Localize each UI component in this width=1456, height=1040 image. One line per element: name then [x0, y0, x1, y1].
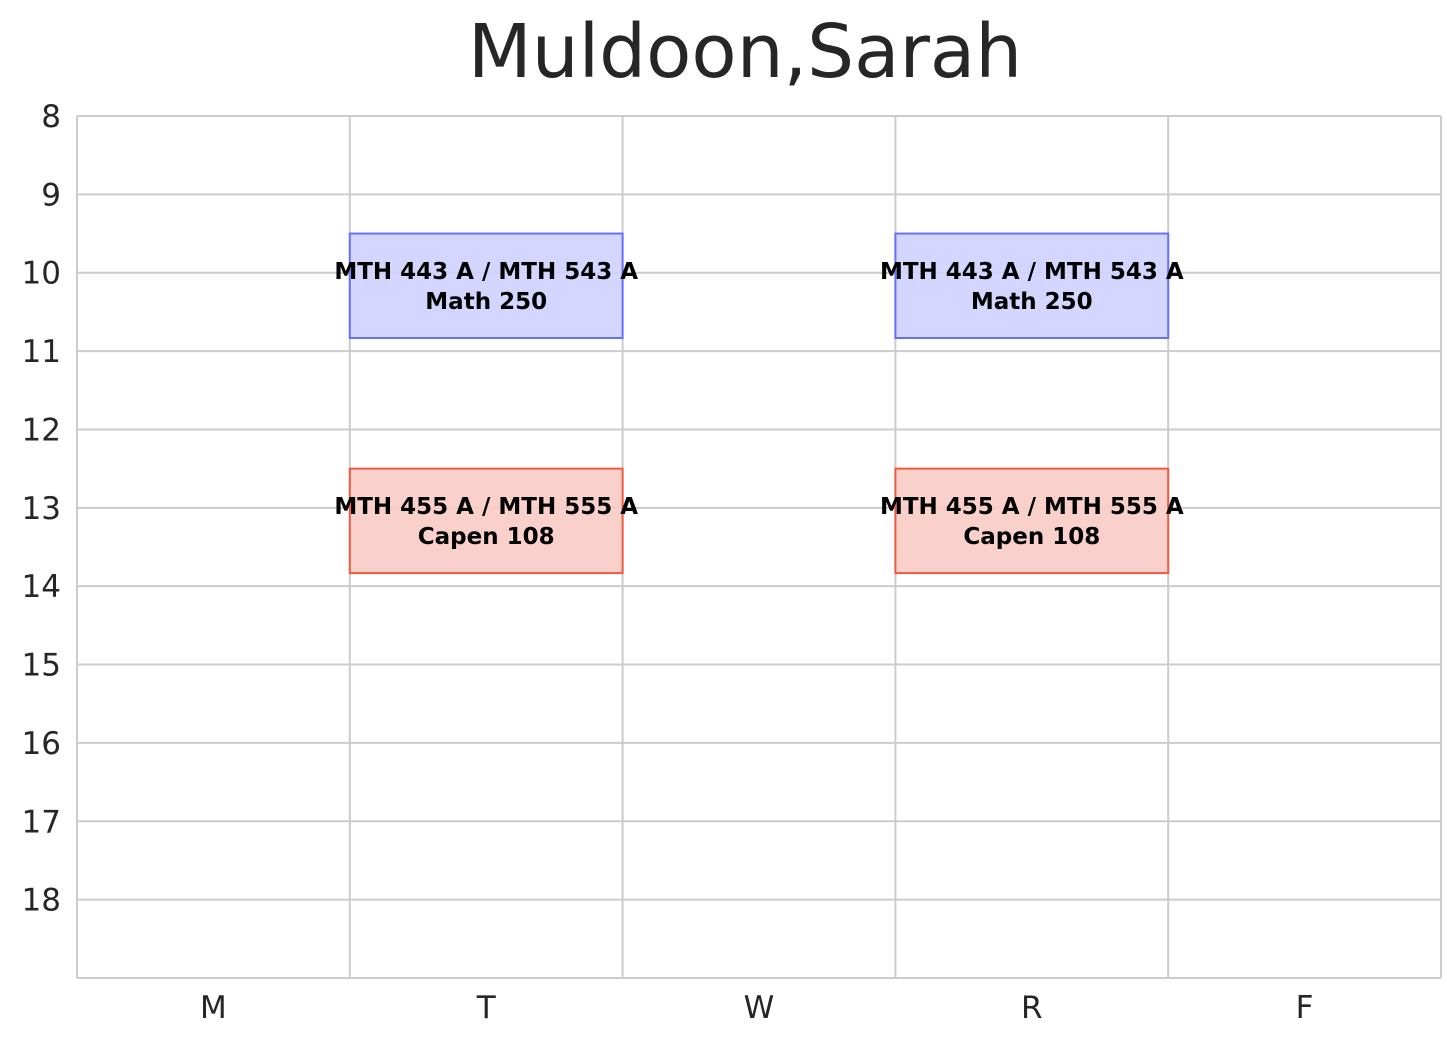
y-tick-label: 15 [22, 648, 61, 684]
y-tick-label: 11 [22, 334, 61, 370]
x-tick-label: R [1021, 990, 1043, 1026]
class-block [894, 467, 1170, 575]
x-tick-label: M [200, 990, 227, 1026]
class-room-label: Math 250 [425, 289, 547, 315]
y-tick-label: 8 [41, 99, 61, 135]
y-tick-label: 16 [22, 726, 61, 762]
y-tick-label: 14 [22, 569, 61, 605]
y-tick-label: 17 [22, 804, 61, 840]
x-tick-label: W [744, 990, 775, 1026]
y-tick-label: 18 [22, 883, 61, 919]
class-block [348, 232, 624, 340]
chart-title: Muldoon,Sarah [468, 9, 1022, 95]
y-tick-label: 12 [22, 412, 61, 448]
class-room-label: Capen 108 [963, 524, 1100, 550]
y-tick-label: 10 [22, 256, 61, 292]
class-course-label: MTH 443 A / MTH 543 A [880, 259, 1184, 285]
class-course-label: MTH 455 A / MTH 555 A [880, 494, 1184, 520]
class-block [348, 467, 624, 575]
class-room-label: Math 250 [971, 289, 1093, 315]
class-course-label: MTH 443 A / MTH 543 A [334, 259, 638, 285]
class-course-label: MTH 455 A / MTH 555 A [334, 494, 638, 520]
x-tick-label: T [476, 990, 497, 1026]
class-room-label: Capen 108 [418, 524, 555, 550]
y-tick-label: 13 [22, 491, 61, 527]
x-tick-label: F [1296, 990, 1314, 1026]
class-block [894, 232, 1170, 340]
y-tick-label: 9 [41, 177, 61, 213]
